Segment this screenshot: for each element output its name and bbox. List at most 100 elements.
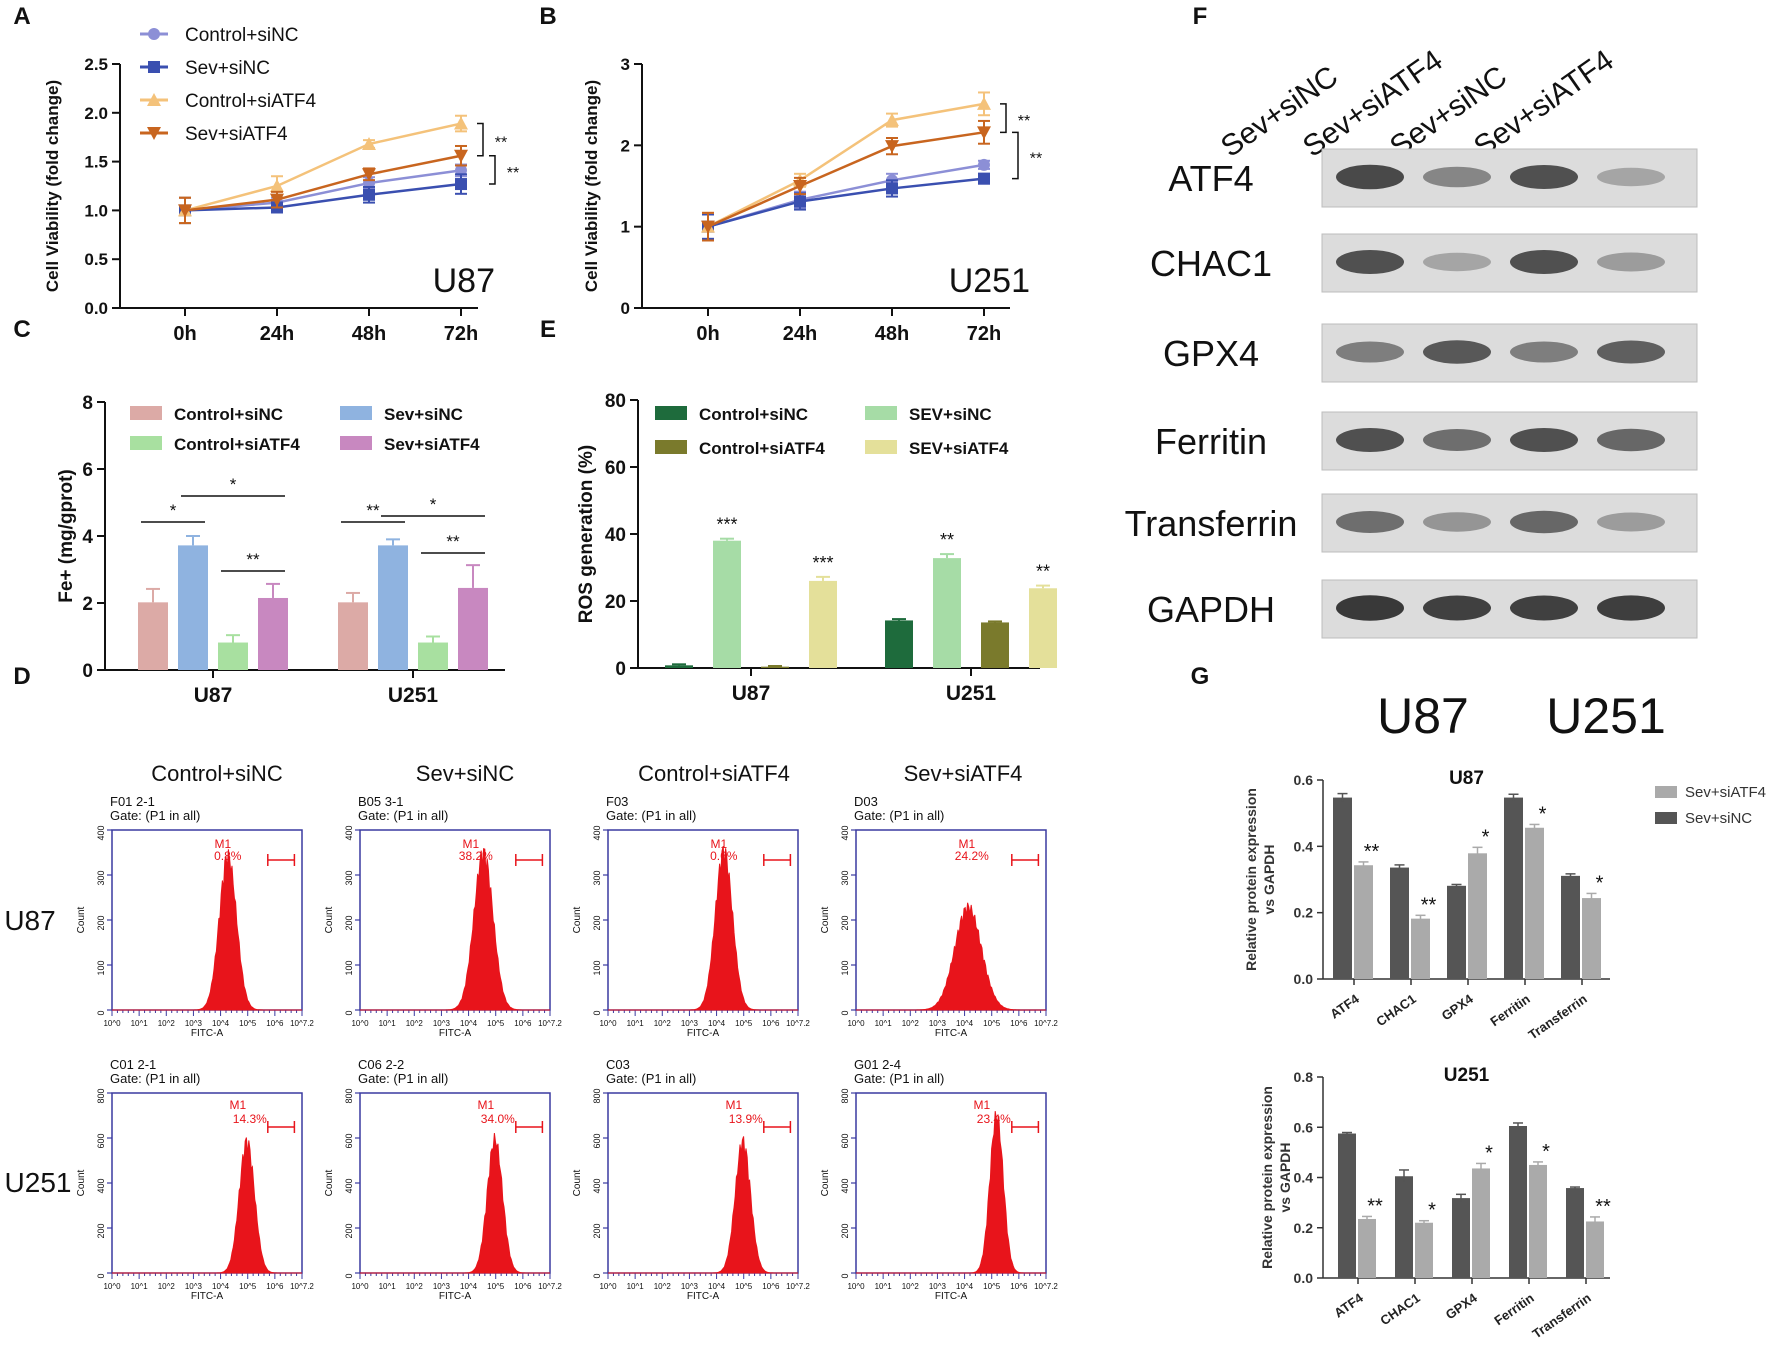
bar [1390, 867, 1409, 979]
flow-x-tick-label: 10^5 [239, 1019, 257, 1028]
flow-x-tick-label: 10^4 [708, 1282, 726, 1291]
panel-letter-B: B [539, 3, 556, 30]
y-tick-label: 20 [605, 592, 626, 613]
legend-label: Control+siATF4 [174, 435, 300, 454]
significance-label: ** [1364, 841, 1380, 863]
flow-gate-label: Gate: (P1 in all) [110, 808, 200, 823]
legend-swatch [340, 406, 372, 420]
flow-panel: Control+siNC Sev+siNC Control+siATF4 Sev+si… [4, 761, 1058, 1302]
bar [258, 597, 288, 670]
legend-label: Sev+siNC [1685, 810, 1752, 827]
bar [933, 558, 961, 668]
blot-cell-line: U251 [1546, 688, 1666, 744]
flow-histogram [112, 1137, 302, 1274]
y-tick-label: 2.0 [84, 104, 108, 123]
flow-x-tick-label: 10^6 [514, 1019, 532, 1028]
flow-x-title: FITC-A [935, 1291, 968, 1302]
bar [1447, 885, 1466, 979]
x-tick-label: CHAC1 [1377, 1290, 1422, 1328]
flow-sample-id: G01 2-4 [854, 1057, 901, 1072]
y-axis-title: Cell Viability (fold change) [582, 80, 601, 292]
flow-y-tick-label: 200 [96, 915, 106, 930]
flow-x-title: FITC-A [687, 1291, 720, 1302]
flow-y-tick-label: 400 [592, 1178, 602, 1193]
flow-x-tick-label: 10^5 [983, 1282, 1001, 1291]
flow-x-tick-label: 10^0 [847, 1282, 865, 1291]
y-tick-label: 80 [605, 391, 626, 412]
legend-swatch [1655, 812, 1677, 824]
flow-gate-label: Gate: (P1 in all) [358, 1071, 448, 1086]
data-point [793, 180, 807, 193]
legend-marker [148, 61, 160, 73]
flow-y-title: Count [76, 1169, 87, 1196]
flow-x-tick-label: 10^6 [514, 1282, 532, 1291]
legend-swatch [655, 406, 687, 420]
x-tick-label: GPX4 [1439, 991, 1477, 1024]
flow-gate-label: Gate: (P1 in all) [110, 1071, 200, 1086]
flow-sample-id: C01 2-1 [110, 1057, 156, 1072]
bar [1395, 1176, 1413, 1278]
protein-label: ATF4 [1168, 158, 1253, 199]
bar [1582, 898, 1601, 979]
legend-label: Sev+siATF4 [384, 435, 480, 454]
flow-histogram [856, 902, 1046, 1011]
flow-frame [359, 829, 551, 1011]
flow-frame [111, 829, 303, 1011]
legend-label: Control+siATF4 [699, 439, 825, 458]
gate-name: M1 [725, 1098, 742, 1112]
legend-label: SEV+siATF4 [909, 439, 1009, 458]
significance-label: *** [812, 553, 833, 573]
x-tick-label: ATF4 [1327, 991, 1362, 1022]
bar [885, 620, 913, 668]
bar [338, 602, 368, 670]
data-point [362, 137, 376, 151]
flow-x-tick-label: 10^1 [131, 1019, 149, 1028]
flow-y-tick-label: 600 [592, 1133, 602, 1148]
x-tick-label: Ferritin [1491, 1290, 1536, 1328]
series-line [707, 177, 985, 228]
legend-A: Control+siNC Sev+siNC Control+siATF4 Sev+si… [140, 25, 317, 145]
series-line [184, 122, 462, 212]
flow-x-tick-label: 10^1 [627, 1019, 645, 1028]
series-line [707, 102, 985, 228]
flow-frame [111, 1092, 303, 1274]
flow-y-title: Count [820, 1169, 831, 1196]
protein-band [1510, 250, 1578, 274]
flow-x-tick-label: 10^2 [406, 1019, 424, 1028]
protein-band [1597, 340, 1665, 364]
gate-name: M1 [229, 1098, 246, 1112]
data-point [886, 182, 898, 195]
series-line [184, 154, 462, 212]
significance-label: * [1542, 1141, 1550, 1163]
flow-x-tick-label: 10^3 [185, 1282, 203, 1291]
flow-x-tick-label: 10^5 [487, 1282, 505, 1291]
legend-marker [148, 28, 160, 40]
flow-x-tick-label: 10^7.2 [1034, 1019, 1058, 1028]
blot-cell-line: U87 [1377, 688, 1469, 744]
flow-y-tick-label: 0 [96, 1010, 106, 1015]
x-tick-label: U251 [946, 682, 997, 705]
y-tick-label: 2 [621, 136, 630, 155]
gate-name: M1 [477, 1098, 494, 1112]
flow-gate-label: Gate: (P1 in all) [358, 808, 448, 823]
gate-percent: 24.2% [955, 849, 989, 863]
protein-band [1510, 341, 1578, 363]
x-tick-label: U87 [732, 682, 771, 705]
significance-label: * [230, 475, 237, 494]
flow-group-title: Control+siNC [151, 761, 283, 786]
flow-y-tick-label: 0 [840, 1010, 850, 1015]
flow-sample-id: C03 [606, 1057, 630, 1072]
x-tick-label: Transferrin [1529, 1290, 1593, 1341]
bar [1566, 1188, 1584, 1278]
flow-y-tick-label: 300 [592, 870, 602, 885]
chart-title: U251 [1444, 1065, 1490, 1086]
protein-band [1423, 166, 1491, 188]
gate-name: M1 [958, 837, 975, 851]
protein-band [1336, 595, 1404, 621]
western-blot: Sev+siNCSev+siATF4Sev+siNCSev+siATF4ATF4… [1125, 44, 1698, 744]
y-tick-label: 0.2 [1294, 905, 1314, 921]
